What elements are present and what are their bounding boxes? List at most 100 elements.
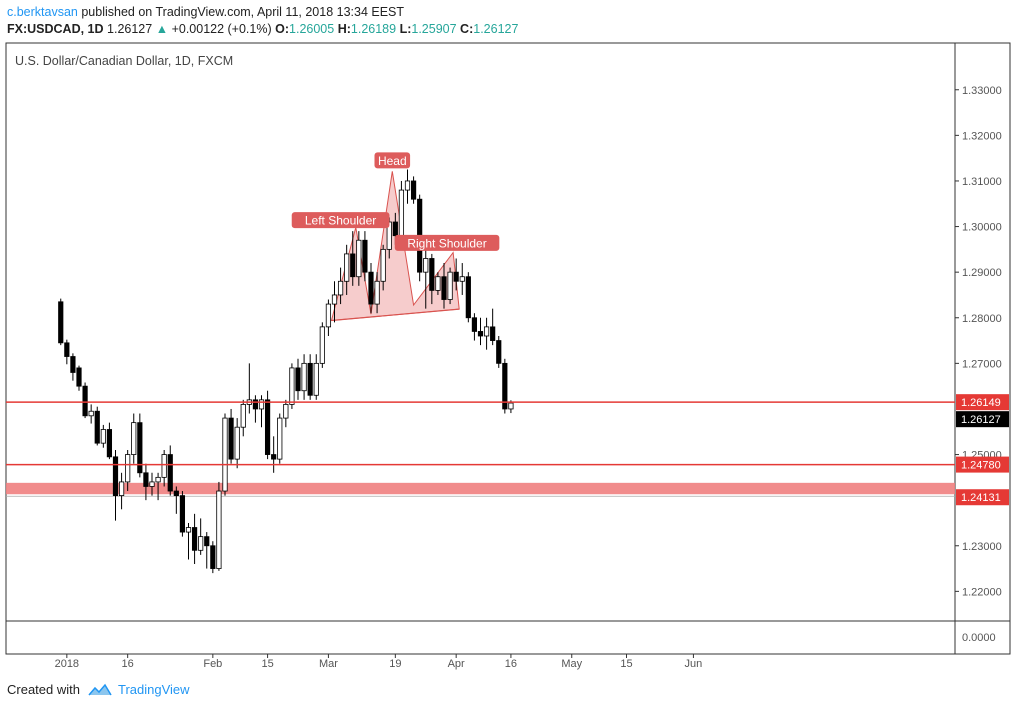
- volume-axis-label: 0.0000: [962, 632, 996, 644]
- price-level-tag: [956, 394, 1009, 411]
- neckline: [331, 308, 460, 322]
- candle-down: [173, 490, 179, 497]
- y-tick-label: 1.28000: [962, 313, 1002, 325]
- annotation-label-bg: [291, 212, 390, 229]
- candle-down: [362, 239, 368, 273]
- candle-up: [240, 403, 246, 428]
- candle-up: [88, 410, 94, 417]
- close-value: 1.26127: [473, 22, 519, 36]
- candle-down: [453, 271, 459, 282]
- footer: Created with TradingView: [7, 682, 190, 697]
- candle-up: [398, 189, 405, 237]
- candle-down: [252, 399, 259, 410]
- x-tick-label: 2018: [55, 658, 79, 670]
- candle-up: [380, 248, 386, 282]
- candle-down: [441, 276, 447, 300]
- x-tick-label: 15: [261, 658, 273, 670]
- candle-down: [210, 545, 216, 569]
- candle-down: [167, 454, 173, 492]
- candlestick-chart[interactable]: U.S. Dollar/Canadian Dollar, 1D, FXCM 1.3…: [0, 0, 1014, 676]
- candle-up: [149, 481, 155, 487]
- y-tick-label: 1.31000: [962, 176, 1002, 188]
- last-price: 1.26127: [107, 22, 153, 36]
- high-label: H:: [337, 22, 351, 36]
- candle-down: [429, 258, 435, 291]
- candle-up: [404, 180, 411, 191]
- candle-up: [131, 422, 137, 455]
- candle-down: [106, 429, 113, 458]
- y-tick-label: 1.29000: [962, 267, 1002, 279]
- candle-down: [295, 367, 301, 392]
- candle-up: [374, 280, 380, 305]
- candle-up: [508, 402, 514, 410]
- candle-up: [185, 527, 192, 533]
- y-tick-label: 1.22000: [962, 586, 1002, 598]
- candle-down: [82, 385, 88, 417]
- x-tick-label: Feb: [203, 658, 222, 670]
- x-tick-label: Jun: [685, 658, 703, 670]
- high-value: 1.26189: [350, 22, 397, 36]
- candle-down: [477, 331, 484, 337]
- candle-up: [447, 271, 453, 300]
- y-tick-label: 1.27000: [962, 358, 1002, 370]
- annotation-label: Head: [378, 154, 407, 168]
- candle-down: [368, 271, 374, 305]
- candle-up: [459, 276, 465, 282]
- support-zone: [6, 482, 955, 495]
- candle-up: [258, 399, 265, 410]
- quote-line: FX:USDCAD, 1D 1.26127 ▲ +0.00122 (+0.1%)…: [7, 20, 518, 38]
- close-label: C:: [460, 22, 474, 36]
- x-tick-label: 16: [122, 658, 134, 670]
- candle-down: [70, 356, 76, 373]
- y-tick-label: 1.30000: [962, 222, 1002, 234]
- candle-up: [483, 326, 490, 337]
- author-link[interactable]: c.berktavsan: [7, 5, 78, 19]
- candle-up: [313, 362, 319, 396]
- candle-up: [356, 239, 362, 278]
- candle-up: [118, 481, 125, 497]
- candle-down: [191, 527, 198, 551]
- chart-frame: [5, 42, 1011, 655]
- tradingview-link[interactable]: TradingView: [117, 682, 190, 697]
- last-price-tag: [956, 411, 1009, 428]
- annotation-label: Right Shoulder: [407, 236, 486, 250]
- candle-down: [307, 362, 313, 396]
- symbol-label: FX:USDCAD, 1D: [7, 22, 104, 36]
- low-value: 1.25907: [411, 22, 457, 36]
- up-arrow-icon: ▲: [155, 22, 169, 36]
- candle-up: [100, 429, 106, 444]
- candle-down: [490, 326, 496, 341]
- y-tick-label: 1.33000: [962, 85, 1002, 97]
- y-tick-label: 1.23000: [962, 541, 1002, 553]
- candle-up: [234, 426, 240, 460]
- zone-level-label: 1.24131: [961, 492, 1001, 504]
- candle-down: [179, 495, 186, 533]
- candle-down: [465, 276, 471, 319]
- low-label: L:: [399, 22, 412, 36]
- x-tick-label: May: [561, 658, 582, 670]
- candle-up: [155, 476, 161, 483]
- candle-down: [264, 399, 271, 455]
- annotation-label-bg: [394, 234, 500, 251]
- candle-down: [502, 362, 508, 410]
- created-with-text: Created with: [7, 682, 80, 697]
- candle-up: [198, 536, 204, 551]
- candle-up: [283, 403, 289, 419]
- x-tick-label: Mar: [319, 658, 338, 670]
- candle-down: [137, 422, 143, 474]
- candle-up: [423, 258, 429, 273]
- x-tick-label: 19: [389, 658, 401, 670]
- candle-up: [125, 454, 131, 483]
- candle-down: [471, 317, 478, 332]
- x-tick-label: 15: [620, 658, 632, 670]
- candle-down: [350, 253, 356, 278]
- annotation-label-bg: [374, 152, 411, 169]
- published-text: published on TradingView.com, April 11, …: [81, 5, 405, 19]
- candle-down: [496, 340, 502, 364]
- open-label: O:: [275, 22, 290, 36]
- candle-up: [331, 294, 338, 305]
- candle-up: [277, 417, 283, 460]
- candle-down: [143, 472, 149, 487]
- candle-down: [64, 342, 70, 357]
- candle-up: [222, 417, 228, 492]
